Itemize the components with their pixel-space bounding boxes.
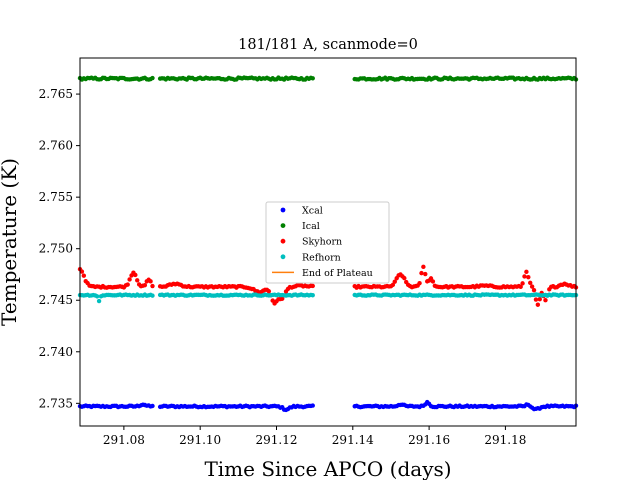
data-point-skyhorn xyxy=(150,283,155,289)
data-point-skyhorn xyxy=(390,282,396,288)
data-point-skyhorn xyxy=(531,288,537,293)
y-axis: 2.735 2.740 2.745 2.750 2.755 2.760 2.765 xyxy=(39,87,80,410)
chart-title: 181/181 A, scanmode=0 xyxy=(238,37,418,53)
data-point-skyhorn xyxy=(533,297,539,302)
data-point-skyhorn xyxy=(430,279,436,284)
x-tick-label: 291.08 xyxy=(103,433,145,447)
data-point-skyhorn xyxy=(528,280,533,286)
data-point-skyhorn xyxy=(518,284,523,290)
data-point-skyhorn xyxy=(535,302,541,307)
legend-marker-refhorn xyxy=(280,254,286,260)
y-axis-label: Temperature (K) xyxy=(0,158,21,326)
x-tick-label: 291.18 xyxy=(484,433,526,447)
data-point-xcal xyxy=(310,403,315,408)
data-point-ical xyxy=(150,75,155,81)
y-tick-label: 2.755 xyxy=(39,190,73,204)
y-tick-label: 2.750 xyxy=(39,242,73,256)
plot-frame xyxy=(79,57,577,427)
data-point-refhorn xyxy=(96,298,102,304)
legend-box xyxy=(265,201,390,284)
legend-label: Refhorn xyxy=(302,252,341,263)
legend: Xcal Ical Skyhorn Refhorn End of Plateau xyxy=(265,201,390,284)
data-point-ical xyxy=(310,76,315,81)
y-tick-label: 2.735 xyxy=(39,396,73,410)
x-tick-label: 291.16 xyxy=(408,433,450,447)
data-point-skyhorn xyxy=(148,279,153,284)
data-point-skyhorn xyxy=(392,279,397,284)
x-tick-label: 291.12 xyxy=(255,433,297,447)
data-point-skyhorn xyxy=(421,264,426,270)
x-tick-label: 291.10 xyxy=(179,433,221,447)
y-tick-label: 2.740 xyxy=(39,345,73,359)
y-tick-label: 2.765 xyxy=(39,87,73,101)
legend-label: Ical xyxy=(302,221,320,232)
data-point-skyhorn xyxy=(537,297,542,302)
y-tick-label: 2.760 xyxy=(39,139,73,153)
legend-label: End of Plateau xyxy=(302,268,373,279)
data-point-skyhorn xyxy=(417,280,422,286)
data-point-skyhorn xyxy=(524,269,529,275)
y-tick-label: 2.745 xyxy=(39,293,73,307)
data-point-skyhorn xyxy=(79,269,85,274)
data-point-skyhorn xyxy=(529,284,535,289)
data-point-skyhorn xyxy=(125,282,130,287)
data-point-skyhorn xyxy=(81,273,87,278)
data-point-skyhorn xyxy=(142,282,148,288)
data-points xyxy=(77,75,579,413)
legend-label: Skyhorn xyxy=(302,237,342,248)
data-point-refhorn xyxy=(94,294,100,299)
data-point-skyhorn xyxy=(423,271,428,277)
legend-marker-ical xyxy=(280,223,286,229)
data-point-skyhorn xyxy=(280,296,285,301)
data-point-skyhorn xyxy=(402,275,407,281)
data-point-skyhorn xyxy=(135,278,140,283)
x-axis: 291.08 291.10 291.12 291.14 291.16 291.18 xyxy=(103,426,526,447)
data-point-skyhorn xyxy=(127,277,132,282)
data-point-refhorn xyxy=(310,293,315,298)
data-point-skyhorn xyxy=(543,298,548,303)
data-point-skyhorn xyxy=(266,289,272,294)
data-point-xcal xyxy=(150,403,155,409)
data-point-skyhorn xyxy=(526,274,531,280)
series-ical xyxy=(77,75,579,82)
data-point-skyhorn xyxy=(310,283,315,289)
series-xcal xyxy=(77,399,579,413)
legend-marker-xcal xyxy=(280,207,286,213)
data-point-skyhorn xyxy=(522,274,527,279)
x-tick-label: 291.14 xyxy=(332,433,374,447)
x-axis-label: Time Since APCO (days) xyxy=(204,457,451,480)
data-point-skyhorn xyxy=(520,281,525,286)
data-point-skyhorn xyxy=(133,272,138,278)
data-point-skyhorn xyxy=(419,270,424,276)
legend-label: Xcal xyxy=(302,206,323,217)
legend-marker-skyhorn xyxy=(280,238,286,244)
series-refhorn xyxy=(77,292,579,304)
data-point-refhorn xyxy=(150,293,155,298)
